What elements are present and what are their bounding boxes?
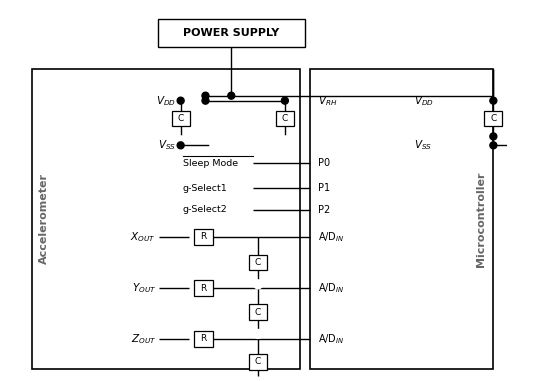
Text: Sleep Mode: Sleep Mode [183, 159, 238, 168]
Circle shape [202, 97, 209, 104]
Circle shape [254, 330, 262, 338]
Text: POWER SUPPLY: POWER SUPPLY [183, 28, 279, 38]
Text: P1: P1 [317, 183, 330, 193]
Text: P0: P0 [317, 158, 330, 168]
Circle shape [228, 92, 235, 99]
Text: $V_{DD}$: $V_{DD}$ [414, 94, 434, 107]
Text: Microcontroller: Microcontroller [476, 171, 486, 267]
Text: R: R [201, 232, 206, 241]
Bar [158, 19, 305, 47]
Circle shape [490, 97, 497, 104]
Text: $V_{DD}$: $V_{DD}$ [156, 94, 176, 107]
Text: C: C [255, 258, 261, 267]
Bar [172, 110, 190, 126]
Bar [249, 304, 267, 320]
Text: $V_{SS}$: $V_{SS}$ [414, 138, 432, 152]
Text: C: C [255, 357, 261, 366]
Circle shape [490, 142, 497, 149]
Bar [194, 331, 213, 347]
Circle shape [177, 97, 184, 104]
Bar [249, 255, 267, 271]
Text: A/D$_{IN}$: A/D$_{IN}$ [317, 282, 344, 295]
Text: C: C [177, 114, 184, 123]
Circle shape [177, 142, 184, 149]
Text: A/D$_{IN}$: A/D$_{IN}$ [317, 332, 344, 346]
Circle shape [254, 377, 262, 381]
Bar [276, 110, 294, 126]
Text: g-Select1: g-Select1 [183, 184, 227, 192]
Text: $V_{RH}$: $V_{RH}$ [317, 94, 337, 107]
Circle shape [280, 136, 289, 145]
Text: P2: P2 [317, 205, 330, 215]
Text: $X_{OUT}$: $X_{OUT}$ [130, 230, 156, 243]
Text: R: R [201, 335, 206, 343]
Bar [194, 229, 213, 245]
Text: Accelerometer: Accelerometer [39, 173, 49, 264]
Text: R: R [201, 284, 206, 293]
Bar [249, 354, 267, 370]
Text: C: C [255, 307, 261, 317]
Text: $Z_{OUT}$: $Z_{OUT}$ [130, 332, 156, 346]
Circle shape [490, 133, 497, 140]
Bar [485, 110, 502, 126]
Circle shape [210, 141, 219, 150]
Bar [194, 280, 213, 296]
Circle shape [176, 136, 185, 145]
Circle shape [202, 92, 209, 99]
Text: $V_{SS}$: $V_{SS}$ [157, 138, 176, 152]
Text: C: C [490, 114, 496, 123]
Circle shape [254, 280, 262, 289]
Bar [310, 69, 493, 369]
Text: C: C [282, 114, 288, 123]
Circle shape [508, 141, 517, 150]
Text: g-Select2: g-Select2 [183, 205, 227, 215]
Circle shape [281, 97, 288, 104]
Text: $Y_{OUT}$: $Y_{OUT}$ [132, 282, 156, 295]
Text: A/D$_{IN}$: A/D$_{IN}$ [317, 230, 344, 243]
Bar [32, 69, 300, 369]
